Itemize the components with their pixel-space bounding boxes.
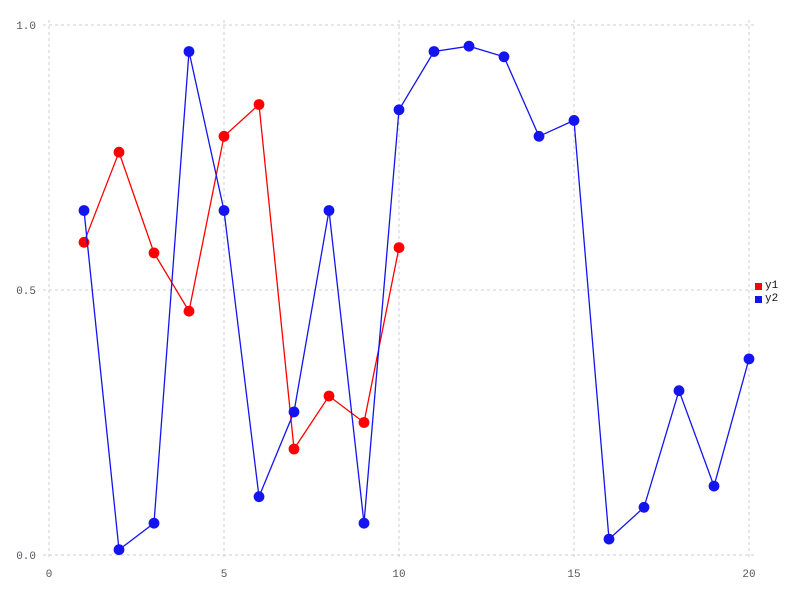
data-point-y1 xyxy=(218,130,230,142)
data-point-y2 xyxy=(743,353,755,365)
legend-swatch-y2-icon xyxy=(755,295,762,303)
data-point-y2 xyxy=(673,385,685,397)
series-line-y2 xyxy=(83,45,750,551)
data-point-y2 xyxy=(533,130,545,142)
data-point-y1 xyxy=(393,242,405,254)
x-tick-label: 20 xyxy=(742,569,755,581)
data-point-y2 xyxy=(463,40,475,52)
data-point-y2 xyxy=(323,205,335,216)
x-tick-label: 10 xyxy=(392,569,405,581)
x-tick-label: 0 xyxy=(46,569,53,581)
data-point-y1 xyxy=(183,305,195,317)
data-point-y2 xyxy=(148,517,160,529)
x-tick-label: 5 xyxy=(221,569,228,581)
legend-item-y1: y1 xyxy=(755,280,778,292)
data-point-y2 xyxy=(603,533,615,545)
legend-swatch-y1-icon xyxy=(755,282,762,290)
legend-label-y2: y2 xyxy=(765,293,779,305)
data-point-y2 xyxy=(708,480,720,492)
data-point-y2 xyxy=(638,501,650,513)
series-line-y1 xyxy=(83,103,400,451)
legend: y1 y2 xyxy=(755,280,778,305)
legend-item-y2: y2 xyxy=(755,293,778,305)
data-point-y1 xyxy=(113,146,125,158)
data-point-y2 xyxy=(113,544,125,556)
data-point-y1 xyxy=(148,247,160,259)
data-point-y2 xyxy=(183,46,195,57)
data-point-y2 xyxy=(218,205,230,216)
data-point-y2 xyxy=(498,51,510,63)
data-point-y1 xyxy=(253,99,265,110)
y-tick-label: 1.0 xyxy=(16,21,36,33)
data-point-y2 xyxy=(253,491,265,503)
y-tick-label: 0.0 xyxy=(16,551,36,563)
data-point-y1 xyxy=(323,390,335,402)
legend-label-y1: y1 xyxy=(765,280,779,292)
data-point-y1 xyxy=(288,443,300,455)
data-point-y2 xyxy=(288,406,300,418)
x-tick-label: 15 xyxy=(567,569,580,581)
data-point-y2 xyxy=(428,46,440,57)
data-point-y2 xyxy=(393,104,405,116)
y-tick-label: 0.5 xyxy=(16,286,36,298)
data-point-y2 xyxy=(78,205,90,216)
data-point-y2 xyxy=(568,115,580,126)
data-point-y1 xyxy=(358,417,370,428)
data-point-y2 xyxy=(358,517,370,529)
